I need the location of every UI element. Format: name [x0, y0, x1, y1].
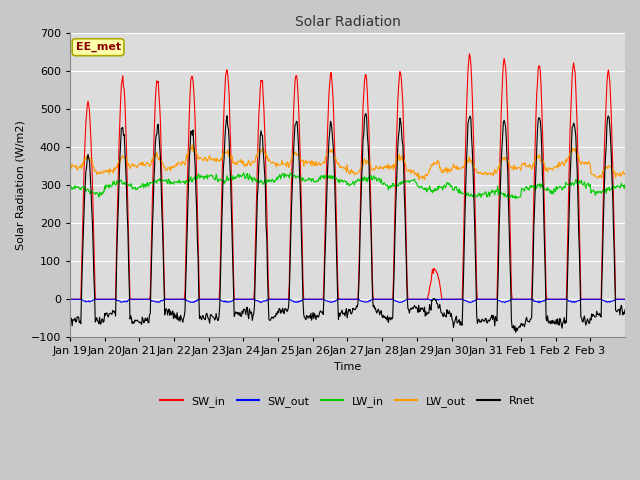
- Y-axis label: Solar Radiation (W/m2): Solar Radiation (W/m2): [15, 120, 25, 250]
- Legend: SW_in, SW_out, LW_in, LW_out, Rnet: SW_in, SW_out, LW_in, LW_out, Rnet: [156, 392, 539, 411]
- Title: Solar Radiation: Solar Radiation: [294, 15, 401, 29]
- Text: EE_met: EE_met: [76, 42, 120, 52]
- X-axis label: Time: Time: [334, 362, 361, 372]
